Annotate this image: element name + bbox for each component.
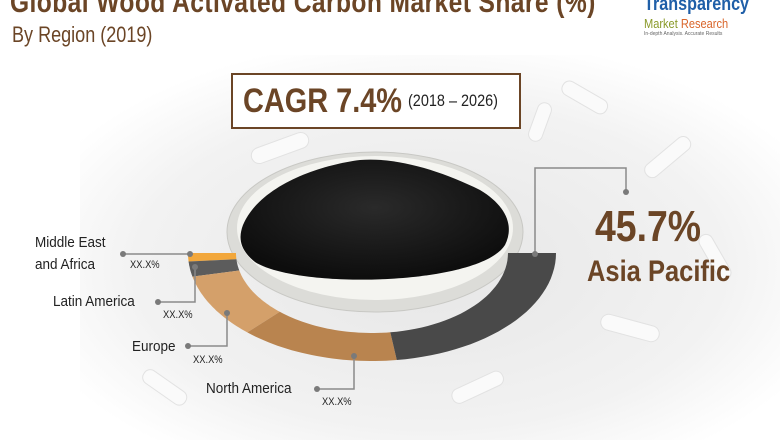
logo-line2: Market Research (644, 16, 760, 31)
segment-middle-east-africa (188, 253, 237, 262)
logo-market: Market (644, 16, 678, 31)
label-mea-line2: and Africa (35, 256, 96, 273)
carbon-pile (240, 159, 509, 280)
logo-line1: Transparency (644, 0, 750, 15)
cagr-value: CAGR 7.4% (243, 81, 403, 120)
logo-tagline: In-depth Analysis. Accurate Results (644, 31, 723, 37)
value-europe: XX.X% (193, 354, 223, 366)
value-asia-pacific: 45.7% (595, 202, 702, 251)
logo-research: Research (680, 16, 729, 31)
chart-title: Global Wood Activated Carbon Market Shar… (10, 0, 596, 19)
segment-asia-pacific (390, 253, 556, 360)
segment-north-america (247, 311, 397, 361)
cagr-box: CAGR 7.4% (2018 – 2026) (231, 73, 521, 129)
chart-subtitle: By Region (2019) (12, 22, 153, 47)
leader-la (158, 267, 196, 303)
segment-europe (192, 270, 280, 333)
label-latin-america: Latin America (53, 293, 135, 310)
label-asia-pacific: Asia Pacific (587, 255, 731, 288)
label-north-america: North America (206, 380, 292, 397)
company-logo: Transparency Market Research In-depth An… (644, 0, 780, 37)
value-north-america: XX.X% (322, 396, 352, 408)
segment-latin-america (188, 259, 240, 277)
leader-na (317, 356, 355, 390)
leader-europe (188, 313, 228, 347)
value-mea: XX.X% (130, 259, 160, 271)
leader-ap (534, 167, 627, 254)
label-europe: Europe (132, 338, 176, 355)
cagr-period: (2018 – 2026) (408, 91, 499, 110)
value-latin-america: XX.X% (163, 309, 193, 321)
label-mea-line1: Middle East (35, 234, 106, 251)
